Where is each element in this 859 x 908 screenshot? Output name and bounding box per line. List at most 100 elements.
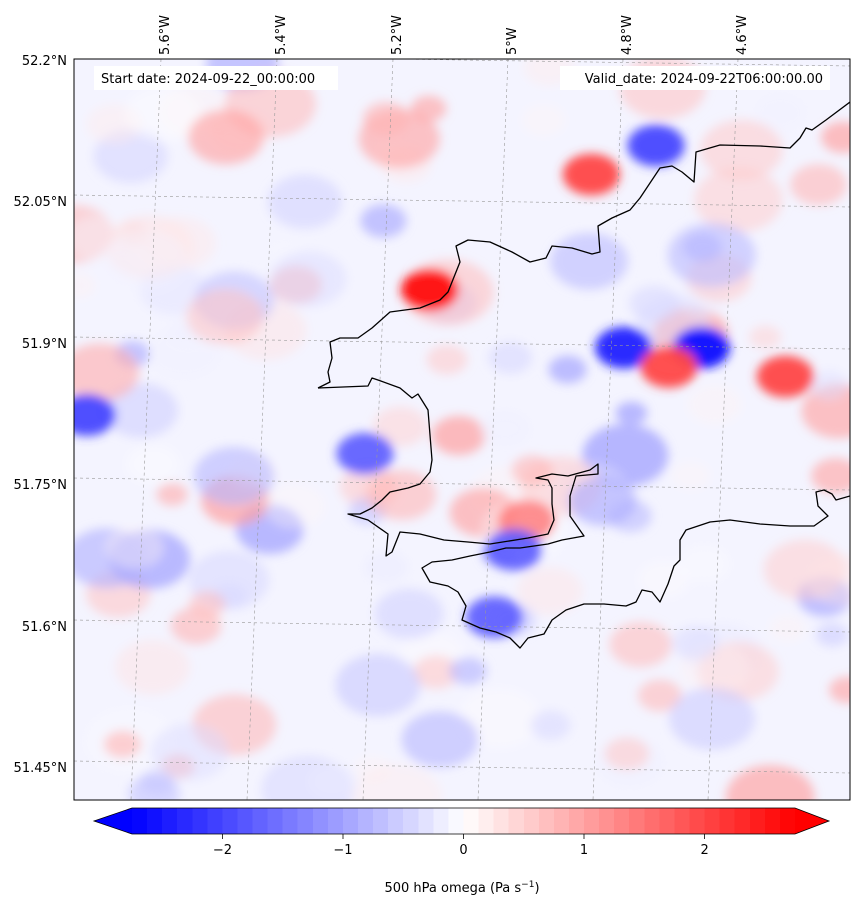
- omega-cell: [829, 676, 850, 704]
- meridian-gridline: [362, 59, 394, 800]
- omega-cell: [100, 228, 188, 292]
- lon-label: 4.8°W: [620, 15, 635, 55]
- omega-cell: [401, 269, 459, 311]
- omega-cell: [640, 346, 698, 388]
- lon-label: 5.6°W: [158, 15, 173, 55]
- lon-label: 5°W: [505, 27, 520, 55]
- omega-cell: [517, 567, 583, 615]
- valid-date-background: [560, 66, 830, 90]
- valid-date-text: Valid_date: 2024-09-22T06:00:00.00: [585, 72, 823, 87]
- start-date-box: Start date: 2024-09-22_00:00:00: [94, 66, 338, 90]
- omega-cell: [671, 461, 710, 490]
- omega-cell: [458, 688, 541, 749]
- omega-cell: [336, 432, 394, 475]
- omega-cell: [725, 765, 815, 800]
- omega-cell: [102, 383, 179, 438]
- omega-cell: [426, 344, 468, 375]
- omega-cell: [753, 93, 807, 132]
- colorbar-label-close: ): [534, 881, 539, 896]
- omega-cell: [479, 410, 531, 448]
- meridian-gridline: [246, 59, 278, 800]
- omega-cell: [548, 355, 587, 384]
- omega-cell: [413, 655, 459, 689]
- lat-label: 52.05°N: [14, 195, 67, 210]
- omega-cell: [126, 444, 180, 484]
- colorbar-tick-label: −1: [333, 843, 352, 858]
- lat-label: 51.6°N: [22, 620, 67, 635]
- omega-cell: [156, 483, 188, 506]
- omega-cell: [431, 415, 486, 456]
- lat-label: 51.9°N: [22, 337, 67, 352]
- colorbar-label: 500 hPa omega (Pa s−1): [384, 880, 539, 896]
- colorbar: −2 −1 0 1 2 500 hPa omega (Pa s−1): [92, 807, 831, 896]
- omega-cell: [511, 455, 553, 486]
- omega-cell: [569, 476, 637, 526]
- coastline-north-pembrokeshire: [317, 101, 850, 389]
- omega-cell: [811, 458, 850, 494]
- meridian-gridline: [707, 59, 739, 800]
- colorbar-tick-label: 2: [700, 843, 708, 858]
- omega-cell: [352, 764, 442, 800]
- omega-cell: [193, 446, 275, 506]
- omega-cell: [700, 119, 783, 180]
- omega-cell: [815, 623, 849, 647]
- omega-cell: [790, 164, 847, 206]
- meridian-gridline: [592, 59, 624, 800]
- start-date-background: [94, 66, 338, 90]
- longitude-labels: 5.6°W 5.4°W 5.2°W 5°W 4.8°W 4.6°W: [158, 15, 750, 55]
- omega-cell: [367, 469, 437, 520]
- omega-cell: [74, 394, 116, 436]
- lat-label: 51.75°N: [14, 478, 67, 493]
- omega-cell: [687, 385, 742, 424]
- meridian-gridline: [477, 59, 509, 800]
- omega-cell: [306, 763, 358, 800]
- omega-cell: [189, 591, 226, 618]
- omega-cell: [806, 554, 850, 605]
- omega-cell: [821, 121, 850, 154]
- omega-cell: [401, 711, 479, 768]
- omega-cell: [668, 687, 755, 750]
- omega-cell: [124, 86, 201, 143]
- omega-cell: [756, 355, 814, 398]
- omega-cell: [595, 326, 653, 369]
- colorbar-extend-max: [795, 808, 829, 834]
- gridlines: [74, 59, 850, 800]
- omega-cell: [679, 545, 730, 583]
- omega-cell: [638, 560, 690, 599]
- omega-cell: [74, 343, 139, 401]
- colorbar-extend-min: [94, 808, 132, 834]
- omega-cell: [105, 526, 164, 569]
- omega-cell: [270, 251, 347, 307]
- omega-cell: [488, 341, 533, 374]
- lon-label: 5.2°W: [390, 15, 405, 55]
- lon-label: 5.4°W: [274, 15, 289, 55]
- colorbar-outline: [92, 807, 831, 835]
- omega-cell: [264, 483, 326, 529]
- start-date-text: Start date: 2024-09-22_00:00:00: [101, 72, 315, 87]
- lat-label: 51.45°N: [14, 761, 67, 776]
- omega-cell: [521, 104, 566, 136]
- coastline-st-brides-bay: [317, 377, 850, 649]
- omega-cell: [749, 325, 782, 349]
- omega-cell: [150, 723, 229, 781]
- map-frame: [73, 58, 851, 801]
- omega-cell: [609, 621, 672, 668]
- colorbar-label-text: 500 hPa omega (Pa s: [384, 881, 521, 896]
- omega-cell: [637, 679, 682, 712]
- omega-cell: [128, 774, 181, 800]
- omega-cell: [530, 710, 571, 740]
- omega-cell: [374, 588, 444, 639]
- omega-cell: [615, 401, 648, 425]
- omega-cell: [449, 657, 487, 685]
- omega-cell: [627, 124, 685, 167]
- omega-cell: [364, 551, 409, 584]
- colorbar-label-exponent: −1: [521, 880, 534, 890]
- omega-cell: [267, 174, 343, 229]
- omega-cell: [562, 153, 620, 196]
- omega-cell: [335, 654, 421, 717]
- colorbar-body: [132, 808, 795, 834]
- omega-cell: [362, 101, 410, 136]
- omega-cell: [604, 737, 650, 770]
- omega-cell: [485, 529, 543, 571]
